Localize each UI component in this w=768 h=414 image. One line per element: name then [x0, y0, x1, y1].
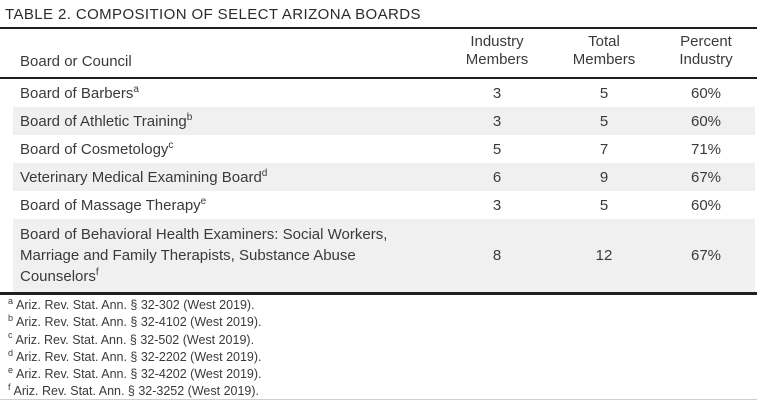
footnote-item: e Ariz. Rev. Stat. Ann. § 32-4202 (West 2…	[8, 366, 262, 383]
cell-total-members: 5	[599, 196, 609, 214]
board-name-text: Board of Massage Therapy	[20, 196, 201, 214]
footnote-item: b Ariz. Rev. Stat. Ann. § 32-4102 (West 2…	[8, 314, 262, 331]
board-name-text: Veterinary Medical Examining Board	[20, 168, 262, 186]
cell-industry-members: 6	[492, 168, 502, 186]
cell-total-members: 7	[599, 140, 609, 158]
table-row: Board of Behavioral Health Examiners: So…	[13, 219, 755, 292]
table-header-row: Board or Council Industry Members Total …	[13, 33, 755, 77]
footnote-marker: e	[200, 195, 207, 207]
cell-total-members: 9	[599, 168, 609, 186]
footnote-marker: a	[133, 83, 139, 95]
footnote-marker: c	[8, 330, 13, 341]
footnote-item: a Ariz. Rev. Stat. Ann. § 32-302 (West 20…	[8, 295, 262, 314]
table-row: Board of Cosmetologyc 5 7 71%	[13, 135, 755, 163]
header-rule	[0, 77, 757, 79]
cell-industry-members: 8	[492, 247, 502, 264]
page-bottom-rule	[0, 399, 757, 400]
board-name-text: Board of Athletic Training	[20, 112, 187, 130]
footnote-marker: b	[8, 313, 14, 324]
cell-board-name: Veterinary Medical Examining Boardd	[13, 167, 443, 188]
table-title: TABLE 2. COMPOSITION OF SELECT ARIZONA B…	[5, 6, 421, 23]
column-header-industry-members: Industry Members	[465, 32, 529, 69]
column-header-total-members: Total Members	[572, 32, 636, 69]
cell-percent-industry: 60%	[690, 196, 722, 214]
cell-industry-members: 3	[492, 112, 502, 130]
footnote-item: d Ariz. Rev. Stat. Ann. § 32-2202 (West 2…	[8, 347, 262, 366]
table-row: Board of Athletic Trainingb 3 5 60%	[13, 107, 755, 135]
cell-board-name: Board of Barbersa	[13, 83, 443, 104]
cell-percent-industry: 67%	[690, 247, 722, 264]
footnote-text: Ariz. Rev. Stat. Ann. § 32-3252 (West 20…	[13, 384, 260, 399]
footnote-marker: d	[8, 347, 14, 358]
table-bottom-rule	[0, 292, 757, 295]
cell-percent-industry: 60%	[690, 112, 722, 130]
table-body: Board of Barbersa 3 5 60% Board of Athle…	[13, 79, 755, 292]
board-name-text: Board of Cosmetology	[20, 140, 169, 158]
column-header-board-or-council: Board or Council	[20, 53, 132, 70]
table-row: Board of Barbersa 3 5 60%	[13, 79, 755, 107]
column-header-percent-industry: Percent Industry	[679, 32, 733, 69]
cell-industry-members: 3	[492, 84, 502, 102]
footnote-item: f Ariz. Rev. Stat. Ann. § 32-3252 (West 2…	[8, 383, 262, 400]
footnote-marker: e	[8, 365, 14, 376]
cell-percent-industry: 67%	[690, 168, 722, 186]
footnote-text: Ariz. Rev. Stat. Ann. § 32-2202 (West 20…	[16, 349, 262, 364]
footnote-text: Ariz. Rev. Stat. Ann. § 32-4102 (West 20…	[16, 315, 262, 330]
cell-industry-members: 5	[492, 140, 502, 158]
footnote-text: Ariz. Rev. Stat. Ann. § 32-4202 (West 20…	[16, 367, 262, 382]
cell-total-members: 5	[599, 84, 609, 102]
footnote-text: Ariz. Rev. Stat. Ann. § 32-302 (West 201…	[16, 298, 255, 312]
cell-board-name: Board of Behavioral Health Examiners: So…	[13, 224, 443, 287]
cell-board-name: Board of Massage Therapye	[13, 195, 443, 216]
title-rule	[0, 27, 757, 29]
table-row: Veterinary Medical Examining Boardd 6 9 …	[13, 163, 755, 191]
cell-industry-members: 3	[492, 196, 502, 214]
footnote-marker: d	[261, 167, 268, 179]
cell-board-name: Board of Cosmetologyc	[13, 139, 443, 160]
footnotes: a Ariz. Rev. Stat. Ann. § 32-302 (West 20…	[8, 295, 262, 401]
board-name-text: Board of Barbers	[20, 84, 134, 102]
cell-total-members: 5	[599, 112, 609, 130]
cell-percent-industry: 60%	[690, 84, 722, 102]
footnote-marker: b	[186, 111, 193, 123]
table-row: Board of Massage Therapye 3 5 60%	[13, 191, 755, 219]
cell-total-members: 12	[595, 247, 613, 264]
footnote-marker: a	[8, 295, 14, 306]
footnote-marker: c	[168, 139, 174, 151]
footnote-marker: f	[8, 382, 11, 393]
footnote-item: c Ariz. Rev. Stat. Ann. § 32-502 (West 20…	[8, 330, 262, 349]
footnote-marker: f	[95, 267, 99, 278]
cell-percent-industry: 71%	[690, 140, 722, 158]
cell-board-name: Board of Athletic Trainingb	[13, 111, 443, 132]
board-name-text: Board of Behavioral Health Examiners: So…	[20, 226, 388, 285]
footnote-text: Ariz. Rev. Stat. Ann. § 32-502 (West 201…	[15, 332, 255, 347]
